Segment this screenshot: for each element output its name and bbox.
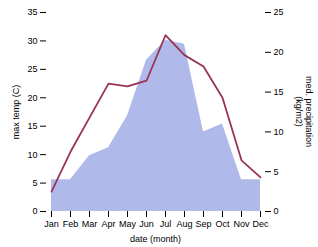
svg-text:Sep: Sep — [195, 219, 211, 229]
svg-text:Dec: Dec — [252, 219, 269, 229]
svg-text:med. precipitation(kg/m2): med. precipitation(kg/m2) — [294, 76, 314, 147]
svg-text:15: 15 — [274, 87, 284, 97]
svg-text:Feb: Feb — [63, 219, 79, 229]
svg-text:0: 0 — [32, 206, 37, 216]
svg-text:10: 10 — [274, 127, 284, 137]
svg-text:May: May — [119, 219, 137, 229]
svg-text:25: 25 — [27, 64, 37, 74]
svg-text:max temp (C): max temp (C) — [11, 85, 21, 140]
svg-text:Mar: Mar — [82, 219, 98, 229]
svg-text:15: 15 — [27, 121, 37, 131]
svg-text:35: 35 — [27, 7, 37, 17]
svg-text:30: 30 — [27, 36, 37, 46]
svg-text:Oct: Oct — [215, 219, 230, 229]
svg-text:date (month): date (month) — [130, 234, 181, 244]
svg-text:20: 20 — [27, 93, 37, 103]
svg-text:5: 5 — [274, 167, 279, 177]
svg-text:0: 0 — [274, 206, 279, 216]
svg-text:5: 5 — [32, 178, 37, 188]
svg-text:Jan: Jan — [44, 219, 59, 229]
svg-text:20: 20 — [274, 47, 284, 57]
svg-text:Aug: Aug — [176, 219, 192, 229]
svg-text:Jun: Jun — [139, 219, 154, 229]
svg-text:Nov: Nov — [233, 219, 250, 229]
svg-text:Jul: Jul — [160, 219, 172, 229]
svg-text:10: 10 — [27, 150, 37, 160]
svg-text:Apr: Apr — [101, 219, 115, 229]
svg-text:25: 25 — [274, 7, 284, 17]
